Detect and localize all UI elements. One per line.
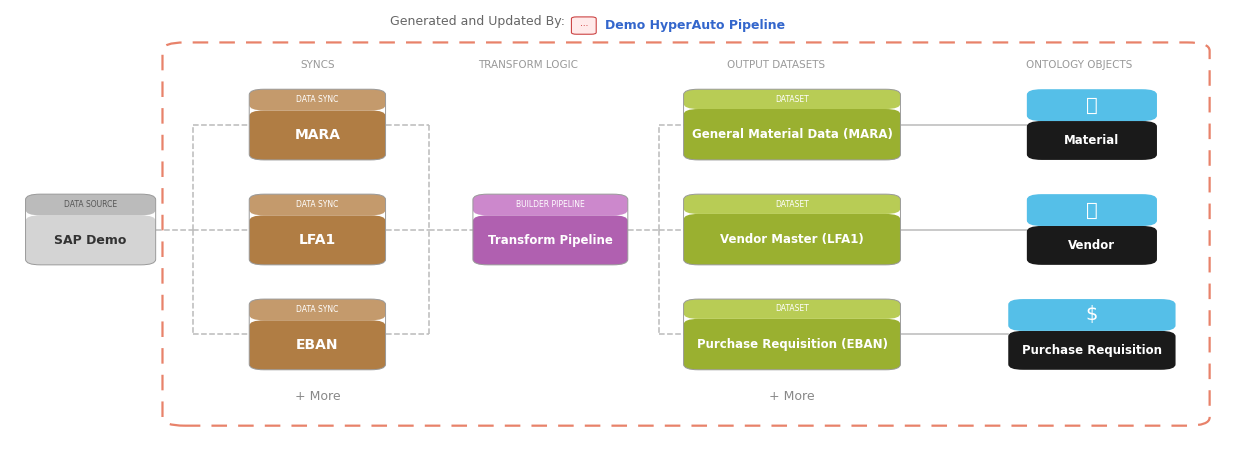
- Text: EBAN: EBAN: [296, 338, 339, 352]
- FancyBboxPatch shape: [683, 319, 900, 370]
- Text: $: $: [1086, 306, 1098, 325]
- Text: Vendor: Vendor: [1068, 239, 1115, 252]
- Text: ⌖: ⌖: [1086, 201, 1098, 219]
- FancyBboxPatch shape: [683, 194, 900, 214]
- FancyBboxPatch shape: [1027, 121, 1158, 160]
- Text: OUTPUT DATASETS: OUTPUT DATASETS: [727, 60, 825, 70]
- FancyBboxPatch shape: [1009, 299, 1175, 331]
- Text: BUILDER PIPELINE: BUILDER PIPELINE: [515, 200, 585, 209]
- FancyBboxPatch shape: [26, 215, 155, 265]
- Text: DATA SYNC: DATA SYNC: [296, 305, 339, 314]
- Text: Purchase Requisition: Purchase Requisition: [1022, 344, 1163, 357]
- Text: + More: + More: [769, 390, 815, 403]
- FancyBboxPatch shape: [1009, 331, 1175, 370]
- FancyBboxPatch shape: [250, 89, 385, 111]
- Text: DATASET: DATASET: [775, 95, 809, 104]
- Text: DATA SYNC: DATA SYNC: [296, 95, 339, 104]
- FancyBboxPatch shape: [250, 215, 385, 265]
- FancyBboxPatch shape: [1027, 194, 1158, 226]
- Text: SAP Demo: SAP Demo: [55, 234, 127, 246]
- Text: ⎙: ⎙: [1086, 95, 1098, 115]
- FancyBboxPatch shape: [683, 299, 900, 319]
- Text: LFA1: LFA1: [299, 233, 337, 247]
- FancyBboxPatch shape: [683, 89, 900, 109]
- Text: Transform Pipeline: Transform Pipeline: [488, 234, 612, 246]
- Text: MARA: MARA: [294, 128, 340, 142]
- Text: DATASET: DATASET: [775, 304, 809, 313]
- Text: ⋯: ⋯: [580, 21, 587, 30]
- Text: Purchase Requisition (EBAN): Purchase Requisition (EBAN): [697, 338, 888, 351]
- FancyBboxPatch shape: [1027, 226, 1158, 265]
- FancyBboxPatch shape: [473, 194, 627, 215]
- Text: Material: Material: [1064, 134, 1119, 147]
- FancyBboxPatch shape: [250, 111, 385, 160]
- FancyBboxPatch shape: [571, 17, 596, 34]
- FancyBboxPatch shape: [683, 214, 900, 265]
- FancyBboxPatch shape: [473, 215, 627, 265]
- Text: General Material Data (MARA): General Material Data (MARA): [692, 128, 893, 141]
- Text: DATA SYNC: DATA SYNC: [296, 200, 339, 209]
- FancyBboxPatch shape: [250, 320, 385, 370]
- FancyBboxPatch shape: [26, 194, 155, 215]
- Text: ONTOLOGY OBJECTS: ONTOLOGY OBJECTS: [1026, 60, 1133, 70]
- FancyBboxPatch shape: [683, 109, 900, 160]
- Text: Generated and Updated By:: Generated and Updated By:: [390, 16, 565, 28]
- Text: DATASET: DATASET: [775, 200, 809, 208]
- Text: Vendor Master (LFA1): Vendor Master (LFA1): [720, 233, 864, 246]
- Text: SYNCS: SYNCS: [301, 60, 334, 70]
- FancyBboxPatch shape: [250, 299, 385, 320]
- FancyBboxPatch shape: [250, 194, 385, 215]
- Text: + More: + More: [294, 390, 340, 403]
- Text: DATA SOURCE: DATA SOURCE: [65, 200, 117, 209]
- Text: Demo HyperAuto Pipeline: Demo HyperAuto Pipeline: [605, 19, 785, 32]
- Text: TRANSFORM LOGIC: TRANSFORM LOGIC: [478, 60, 578, 70]
- FancyBboxPatch shape: [1027, 89, 1158, 121]
